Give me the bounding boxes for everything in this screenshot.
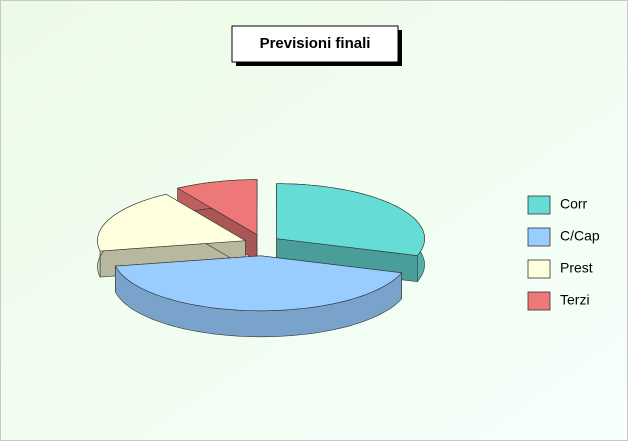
legend: Corr C/Cap Prest Terzi — [527, 195, 600, 311]
pie — [97, 179, 425, 338]
legend-swatch — [527, 195, 551, 215]
slice — [176, 179, 258, 236]
title-box — [231, 25, 399, 63]
slice — [276, 183, 425, 256]
legend-label: C/Cap — [560, 228, 600, 244]
chart-title: Previsioni finali — [260, 35, 371, 52]
slice — [97, 193, 247, 252]
legend-label: Terzi — [560, 292, 590, 308]
legend-swatch — [527, 259, 551, 279]
legend-swatch — [527, 227, 551, 247]
legend-label: Prest — [560, 260, 593, 276]
legend-label: Corr — [560, 196, 588, 212]
slice — [114, 255, 403, 312]
legend-swatch — [527, 291, 551, 311]
